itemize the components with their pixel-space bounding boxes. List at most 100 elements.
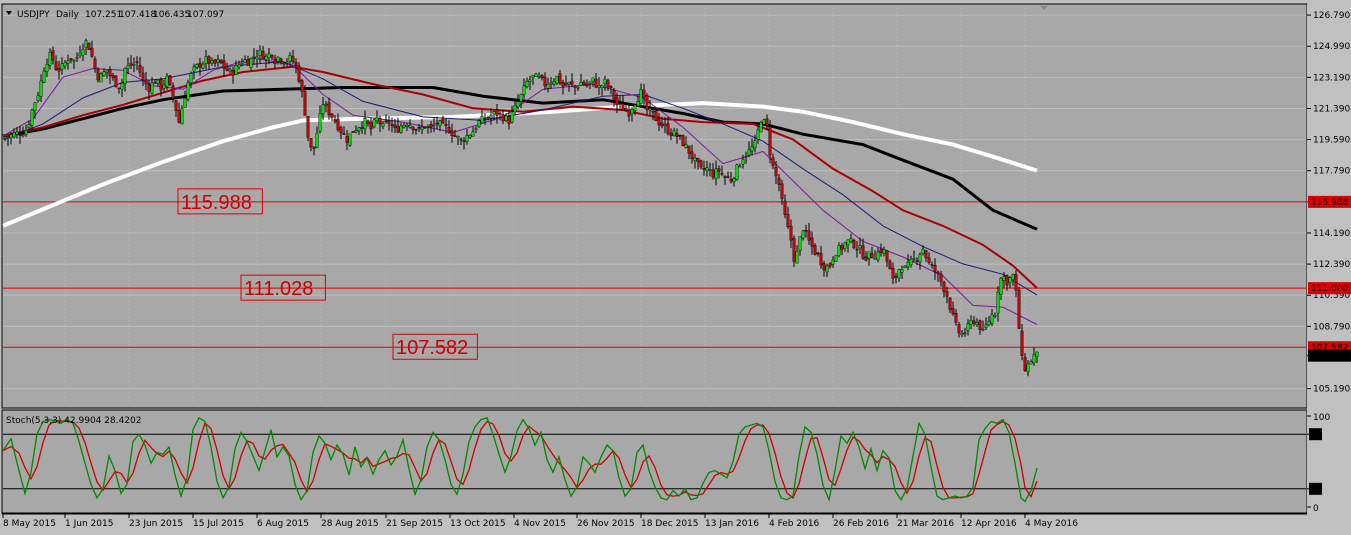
candle-body: [150, 82, 154, 94]
candle-body: [54, 61, 58, 70]
candle-body: [51, 50, 55, 61]
candle-body: [57, 68, 61, 72]
candle-body: [285, 61, 289, 64]
candle-body: [549, 82, 553, 85]
candle-body: [822, 263, 826, 271]
level-axis-badge: [1308, 282, 1351, 295]
candle-body: [561, 82, 565, 87]
candle-body: [930, 264, 934, 266]
candle-body: [39, 80, 43, 97]
stochastic-level-badge: [1309, 428, 1322, 441]
candle-body: [771, 157, 775, 166]
candle-body: [831, 259, 835, 265]
candle-body: [945, 291, 949, 297]
current-price-label: 107.097: [1311, 352, 1348, 362]
candle-body: [801, 230, 805, 239]
candle-body: [465, 135, 469, 142]
candle-body: [15, 131, 19, 135]
candle-body: [810, 237, 814, 247]
candle-body: [837, 245, 841, 256]
level-axis-label: 107.582: [1311, 343, 1348, 353]
stochastic-panel[interactable]: [1, 409, 1308, 514]
date-axis: 8 May 2015 1 Jun 2015 23 Jun 2015 15 Jul 20…: [2, 513, 1307, 529]
candle-body: [783, 200, 787, 215]
candle-body: [324, 104, 328, 106]
candle-body: [570, 80, 574, 85]
candle-body: [195, 63, 199, 68]
candle-body: [234, 65, 238, 75]
candle-body: [171, 85, 175, 99]
candle-body: [828, 263, 832, 267]
candle-body: [1005, 275, 1009, 286]
candle-body: [387, 120, 391, 124]
candle-body: [984, 324, 988, 328]
candle-body: [798, 236, 802, 251]
chart-shift-marker-icon[interactable]: [1040, 6, 1048, 10]
candle-body: [891, 267, 895, 279]
candle-body: [270, 54, 274, 58]
candle-body: [708, 169, 712, 171]
candle-body: [744, 156, 748, 158]
candle-body: [951, 308, 955, 315]
candle-body: [105, 70, 109, 73]
candle-body: [21, 134, 25, 137]
candle-body: [1029, 361, 1033, 365]
moving-average-line: [2, 86, 1038, 231]
candle-body: [201, 63, 205, 69]
candle-body: [501, 114, 505, 122]
candle-body: [603, 78, 607, 85]
candle-body: [714, 168, 718, 179]
candle-body: [339, 127, 343, 134]
candle-body: [138, 64, 142, 73]
candle-body: [981, 328, 985, 331]
candle-body: [492, 111, 496, 115]
candle-body: [300, 80, 304, 92]
candle-body: [108, 69, 112, 77]
candle-body: [60, 63, 64, 70]
candle-body: [861, 245, 865, 259]
candle-body: [996, 292, 1000, 314]
date-tick-label: 1 Jun 2015: [65, 519, 113, 529]
candle-body: [177, 110, 181, 123]
candle-body: [69, 58, 73, 61]
level-axis-badge: [1308, 195, 1351, 208]
candle-body: [741, 159, 745, 165]
candle-body: [480, 116, 484, 124]
candle-body: [756, 129, 760, 140]
candle-body: [579, 82, 583, 86]
candle-body: [627, 109, 631, 117]
candle-body: [870, 253, 874, 258]
caret-down-icon[interactable]: [6, 11, 12, 15]
candle-body: [189, 73, 193, 83]
candle-body: [834, 255, 838, 262]
candle-body: [840, 245, 844, 250]
candle-body: [942, 281, 946, 292]
candle-body: [555, 75, 559, 84]
candle-body: [777, 177, 781, 185]
candle-body: [408, 125, 412, 128]
candle-body: [378, 118, 382, 125]
symbol-label: USDJPY: [17, 10, 50, 20]
candle-body: [621, 103, 625, 111]
date-tick-label: 4 Nov 2015: [514, 519, 566, 529]
candle-body: [894, 275, 898, 278]
candle-body: [147, 84, 151, 92]
candle-body: [510, 111, 514, 123]
date-tick-label: 4 Feb 2016: [769, 519, 820, 529]
chart-header: USDJPY Daily 107.251 107.418 106.435 107…: [6, 6, 1048, 20]
candle-body: [426, 125, 430, 128]
candle-body: [423, 126, 427, 129]
price-axis: 126.790 124.990 123.190 121.390 119.590 117.7…: [1307, 11, 1351, 514]
candle-body: [609, 86, 613, 88]
candle-body: [444, 124, 448, 126]
candle-body: [165, 75, 169, 87]
candle-body: [303, 91, 307, 116]
candle-body: [1011, 274, 1015, 280]
candle-body: [966, 323, 970, 331]
candle-body: [753, 140, 757, 148]
candle-body: [585, 83, 589, 87]
price-panel[interactable]: [1, 3, 1308, 409]
date-tick-label: 8 May 2015: [3, 519, 56, 529]
price-tick-label: 112.390: [1313, 260, 1350, 270]
